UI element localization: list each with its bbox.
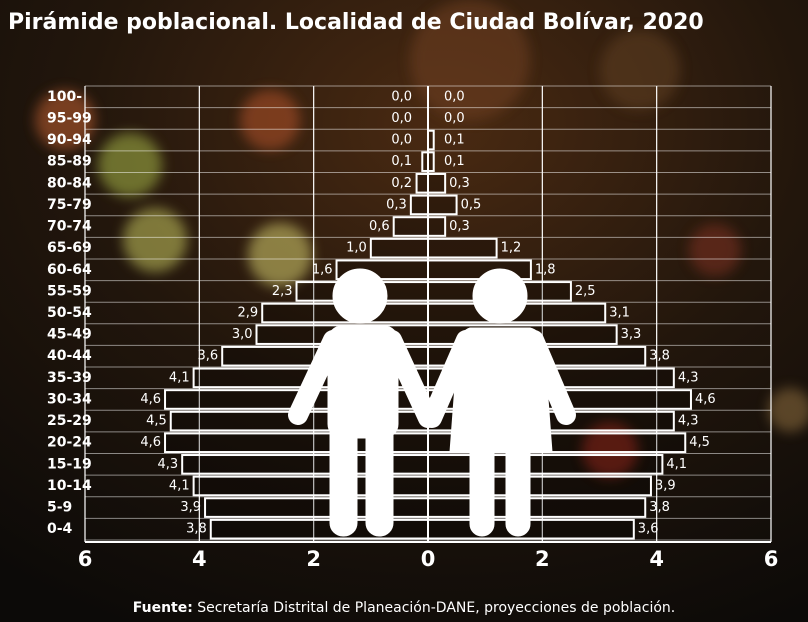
value-label: 3,8 — [186, 522, 207, 537]
value-label: 4,5 — [146, 414, 167, 429]
value-label: 3,3 — [621, 327, 642, 342]
y-tick-label: 15-19 — [47, 456, 92, 472]
chart-title: Pirámide poblacional. Localidad de Ciuda… — [8, 10, 704, 35]
woman-head — [473, 269, 527, 323]
y-tick-label: 30-34 — [47, 391, 92, 407]
value-label: 0,0 — [391, 133, 412, 148]
x-tick-label: 4 — [192, 547, 207, 571]
bar — [428, 520, 634, 539]
y-tick-label: 90-94 — [47, 132, 92, 148]
value-label: 0,1 — [444, 154, 465, 169]
man-head — [333, 269, 387, 323]
value-label: 2,9 — [238, 306, 259, 321]
value-label: 4,3 — [678, 370, 699, 385]
source-label: Fuente: — [133, 600, 193, 616]
value-label: 0,6 — [369, 219, 390, 234]
bar — [428, 196, 457, 215]
y-tick-label: 50-54 — [47, 305, 92, 321]
value-label: 1,8 — [535, 262, 556, 277]
y-tick-label: 5-9 — [47, 500, 72, 516]
y-tick-label: 80-84 — [47, 175, 92, 191]
x-tick-label: 2 — [306, 547, 321, 571]
value-label: 4,3 — [678, 414, 699, 429]
x-tick-label: 0 — [421, 547, 436, 571]
man-leg — [366, 420, 393, 536]
value-label: 4,1 — [169, 370, 190, 385]
value-label: 4,5 — [689, 435, 710, 450]
value-label: 3,8 — [649, 349, 670, 364]
chart: Pirámide poblacional. Localidad de Ciuda… — [0, 0, 808, 622]
bar — [428, 174, 445, 193]
y-tick-label: 70-74 — [47, 219, 92, 235]
bar — [411, 196, 428, 215]
y-tick-label: 45-49 — [47, 327, 92, 343]
y-tick-label: 55-59 — [47, 283, 92, 299]
value-label: 4,6 — [695, 392, 716, 407]
value-label: 3,9 — [180, 500, 201, 515]
value-label: 4,1 — [169, 478, 190, 493]
x-tick-label: 4 — [649, 547, 664, 571]
value-label: 0,0 — [391, 111, 412, 126]
x-tick-label: 6 — [764, 547, 779, 571]
bar — [211, 520, 428, 539]
y-tick-label: 95-99 — [47, 110, 92, 126]
value-label: 3,9 — [655, 478, 676, 493]
value-label: 3,6 — [638, 522, 659, 537]
value-label: 3,6 — [198, 349, 219, 364]
source: Fuente: Secretaría Distrital de Planeaci… — [133, 600, 676, 616]
page: Pirámide poblacional. Localidad de Ciuda… — [0, 0, 808, 622]
value-label: 0,0 — [444, 111, 465, 126]
bar — [428, 455, 662, 474]
value-label: 2,3 — [272, 284, 293, 299]
y-tick-label: 100- — [47, 89, 82, 105]
y-tick-label: 0-4 — [47, 521, 73, 537]
value-label: 0,5 — [461, 197, 482, 212]
bar — [371, 239, 428, 258]
value-label: 3,8 — [649, 500, 670, 515]
value-label: 0,2 — [391, 176, 412, 191]
bar — [417, 174, 428, 193]
y-tick-label: 10-14 — [47, 478, 92, 494]
bar — [428, 217, 445, 236]
source-text: Secretaría Distrital de Planeación-DANE,… — [197, 600, 675, 616]
value-label: 4,6 — [140, 435, 161, 450]
value-label: 0,0 — [444, 89, 465, 104]
value-label: 3,1 — [609, 306, 630, 321]
value-label: 1,6 — [312, 262, 333, 277]
y-tick-label: 35-39 — [47, 370, 92, 386]
y-tick-label: 65-69 — [47, 240, 92, 256]
value-label: 0,1 — [391, 154, 412, 169]
x-tick-label: 2 — [535, 547, 550, 571]
value-label: 2,5 — [575, 284, 596, 299]
bar — [205, 498, 428, 517]
bar — [428, 498, 645, 517]
value-label: 0,3 — [386, 197, 407, 212]
value-label: 0,3 — [449, 219, 470, 234]
bar — [394, 217, 428, 236]
y-tick-label: 40-44 — [47, 348, 92, 364]
value-label: 0,0 — [391, 89, 412, 104]
value-label: 1,2 — [501, 241, 522, 256]
value-label: 0,3 — [449, 176, 470, 191]
value-label: 4,1 — [666, 457, 687, 472]
y-tick-label: 85-89 — [47, 154, 92, 170]
bar — [428, 239, 497, 258]
value-label: 4,3 — [157, 457, 178, 472]
y-tick-label: 25-29 — [47, 413, 92, 429]
woman-leg — [470, 440, 494, 536]
value-label: 1,0 — [346, 241, 367, 256]
y-tick-label: 75-79 — [47, 197, 92, 213]
man-leg — [330, 420, 357, 536]
y-tick-label: 60-64 — [47, 262, 92, 278]
bar — [428, 477, 651, 496]
value-label: 0,1 — [444, 133, 465, 148]
woman-leg — [506, 440, 530, 536]
value-label: 4,6 — [140, 392, 161, 407]
y-tick-label: 20-24 — [47, 435, 92, 451]
x-tick-label: 6 — [78, 547, 93, 571]
value-label: 3,0 — [232, 327, 253, 342]
